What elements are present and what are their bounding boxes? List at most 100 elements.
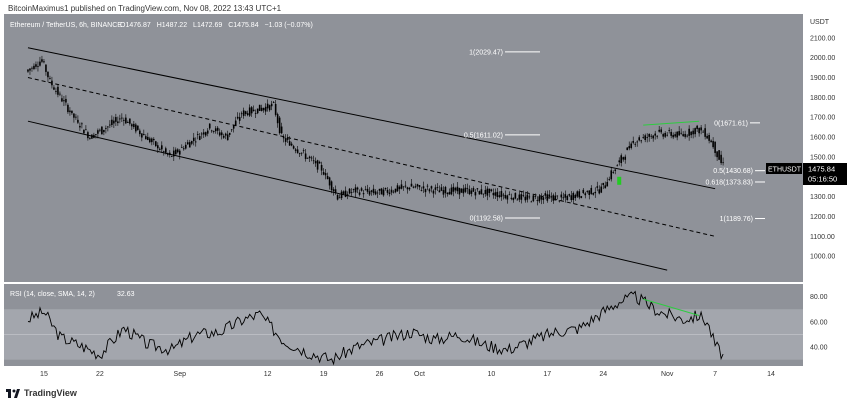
candle-body xyxy=(163,151,165,153)
candle-body xyxy=(664,132,666,137)
candle-body xyxy=(436,187,439,188)
candle-body xyxy=(538,196,541,202)
candle-body xyxy=(576,191,579,197)
candle-body xyxy=(312,160,315,162)
candle-body xyxy=(164,148,167,153)
candle-body xyxy=(512,197,515,201)
candle-body xyxy=(476,188,479,190)
x-tick-label: 17 xyxy=(543,371,551,378)
candle-body xyxy=(284,138,287,142)
candle-body xyxy=(718,150,720,160)
candle-body xyxy=(468,189,471,195)
candle-body xyxy=(496,191,499,198)
rsi-tick-label: 80.00 xyxy=(810,294,828,301)
candle-body xyxy=(340,191,343,199)
candle-body xyxy=(616,165,619,167)
candle-body xyxy=(694,128,696,135)
tradingview-logo-icon xyxy=(6,388,20,398)
candle-body xyxy=(55,91,57,92)
publisher-line: BitcoinMaximus1 published on TradingView… xyxy=(8,4,282,13)
candle-body xyxy=(680,132,682,134)
candle-body xyxy=(510,197,513,199)
candle-body xyxy=(256,108,259,114)
candle-body xyxy=(646,137,648,139)
candle-body xyxy=(111,119,113,126)
candle-body xyxy=(598,189,601,194)
x-tick-label: 12 xyxy=(264,371,272,378)
candle-body xyxy=(157,145,159,149)
candle-body xyxy=(356,187,359,190)
x-tick-label: Nov xyxy=(661,371,674,378)
candle-body xyxy=(442,190,445,195)
candle-body xyxy=(27,69,29,72)
candle-body xyxy=(428,189,431,192)
candle-body xyxy=(133,123,135,128)
candle-body xyxy=(666,134,668,136)
price-pane[interactable] xyxy=(4,14,803,282)
candle-body xyxy=(97,130,99,134)
candle-body xyxy=(172,150,175,157)
candle-body xyxy=(240,113,243,115)
candle-body xyxy=(302,150,305,152)
candle-body xyxy=(314,161,317,164)
candle-body xyxy=(706,135,708,139)
candle-body xyxy=(334,189,337,194)
candle-body xyxy=(564,194,567,198)
candle-body xyxy=(528,196,531,198)
candle-body xyxy=(388,192,391,195)
candle-body xyxy=(262,108,265,111)
candle-body xyxy=(494,192,497,196)
candle-body xyxy=(178,150,181,155)
candle-body xyxy=(214,128,217,132)
candle-body xyxy=(322,172,325,175)
candle-body xyxy=(308,156,311,159)
signal-marker xyxy=(617,176,622,185)
candle-body xyxy=(426,185,429,187)
candle-body xyxy=(326,176,329,179)
rsi-tick-label: 40.00 xyxy=(810,345,828,352)
candle-body xyxy=(121,117,123,119)
candle-body xyxy=(41,59,43,62)
candle-body xyxy=(398,186,401,190)
candle-body xyxy=(270,103,273,107)
candle-body xyxy=(470,190,473,194)
fib-label-3: 0(1671.61) xyxy=(714,120,748,127)
candle-body xyxy=(586,190,589,192)
candle-body xyxy=(486,188,489,196)
chart-area[interactable]: 1(2029.47) 0.5(1611.02) 0(1192.58) 0(1671.6… xyxy=(0,14,850,386)
candle-body xyxy=(490,189,493,191)
candle-body xyxy=(318,161,321,164)
candle-body xyxy=(626,147,629,151)
candle-body xyxy=(248,107,251,116)
candle-body xyxy=(250,107,253,114)
candle-body xyxy=(161,145,163,150)
candle-body xyxy=(472,188,475,192)
price-axis[interactable] xyxy=(803,14,850,366)
candle-body xyxy=(698,128,700,134)
candle-body xyxy=(83,129,85,134)
candle-body xyxy=(196,134,199,135)
candle-body xyxy=(650,135,652,137)
candle-body xyxy=(440,187,443,191)
ohlc-change: −1.03 (−0.07%) xyxy=(265,22,313,29)
candle-body xyxy=(432,190,435,194)
candle-body xyxy=(137,125,139,130)
candle-body xyxy=(592,193,595,195)
candle-body xyxy=(153,138,155,141)
candle-body xyxy=(252,109,255,112)
candle-body xyxy=(69,110,71,113)
candle-body xyxy=(668,130,670,131)
candle-body xyxy=(288,141,291,146)
candle-body xyxy=(228,132,231,135)
candle-body xyxy=(236,116,239,119)
candle-body xyxy=(127,121,129,123)
x-tick-label: 24 xyxy=(599,371,607,378)
candle-body xyxy=(49,78,51,79)
candle-body xyxy=(570,195,573,201)
candle-body xyxy=(368,191,371,195)
candle-body xyxy=(234,120,237,126)
candle-body xyxy=(45,64,47,72)
candle-body xyxy=(690,131,692,136)
ohlc-open: 1476.87 xyxy=(125,22,150,29)
candle-body xyxy=(610,170,613,180)
